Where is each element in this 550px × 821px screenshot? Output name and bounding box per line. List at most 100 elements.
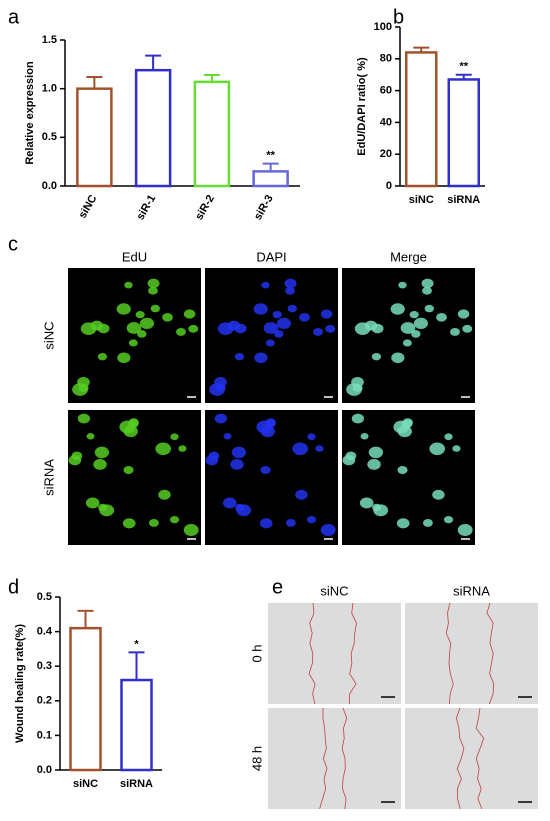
cell [253, 303, 268, 315]
cell [68, 455, 82, 466]
cell [93, 459, 107, 470]
cell [259, 518, 273, 529]
cell [285, 286, 295, 295]
cell [299, 312, 310, 322]
cell [135, 310, 145, 319]
cell [352, 383, 363, 392]
cell [169, 516, 180, 524]
cell [360, 433, 369, 440]
cell [97, 352, 108, 361]
y-tick-label: 1.5 [42, 34, 57, 46]
cell [183, 524, 199, 536]
x-tick-label: siR-2 [193, 193, 217, 222]
cell [359, 497, 374, 509]
cell [124, 281, 133, 289]
y-tick-label: 0.2 [37, 695, 52, 707]
x-tick-label: siRNA [447, 194, 480, 206]
cell [222, 497, 237, 509]
bar [447, 78, 480, 188]
cell [400, 322, 416, 334]
cell [260, 425, 275, 438]
y-axis-label: EdU/DAPI ratio( %) [356, 57, 368, 156]
cell [117, 352, 131, 364]
cell [150, 304, 160, 313]
y-tick-label: 1.0 [42, 83, 57, 95]
cell [409, 310, 419, 319]
cell [230, 459, 244, 470]
cell [351, 413, 365, 424]
cell [422, 519, 433, 527]
cell [307, 433, 316, 441]
cell [391, 352, 405, 364]
significance: ** [266, 150, 275, 162]
cell [78, 383, 89, 392]
cell [231, 446, 247, 459]
cell [122, 518, 136, 529]
cell [162, 312, 173, 322]
x-tick-label: siRNA [120, 778, 153, 790]
cell [86, 433, 95, 440]
micrograph [205, 268, 338, 403]
cell [364, 320, 378, 331]
cell [276, 317, 291, 330]
micrograph [268, 708, 401, 809]
column-header: siNC [320, 583, 348, 598]
cell [413, 317, 428, 330]
y-tick-label: 0 [386, 180, 392, 192]
cell [77, 413, 91, 424]
cell [139, 317, 154, 330]
cell [147, 278, 160, 289]
cell [236, 504, 252, 517]
cell [254, 352, 268, 364]
panel-letter: d [8, 576, 19, 598]
row-header: 48 h [249, 746, 264, 771]
cell [263, 322, 279, 334]
cell [126, 322, 142, 334]
y-tick-label: 100 [374, 21, 392, 33]
cell [397, 465, 408, 475]
cell [85, 497, 100, 509]
cell [315, 445, 324, 452]
cell [155, 442, 172, 456]
cell [368, 446, 384, 459]
cell [444, 433, 453, 441]
cell [390, 303, 405, 315]
x-tick-label: siNC [409, 194, 434, 206]
wound-edge [455, 707, 465, 810]
cell [234, 352, 245, 361]
cell [227, 320, 241, 331]
cell [223, 433, 232, 440]
y-tick-label: 0.5 [42, 131, 57, 143]
bar [193, 80, 231, 188]
cell [123, 425, 138, 438]
y-tick-label: 60 [380, 85, 392, 97]
cell [320, 524, 336, 536]
panel-letter: c [8, 233, 18, 255]
cell [295, 489, 308, 500]
panel-letter: b [393, 6, 404, 28]
cell [450, 327, 460, 336]
cell [148, 286, 158, 295]
cell [99, 504, 115, 517]
row-header: 0 h [249, 644, 264, 662]
wound-edge [475, 707, 485, 810]
cell [260, 465, 271, 475]
micrograph [405, 708, 538, 809]
wound-edge [349, 602, 357, 705]
cell [170, 433, 179, 441]
significance: * [134, 638, 139, 650]
cell [411, 330, 421, 338]
cell [261, 281, 270, 289]
panel-letter: e [272, 576, 283, 598]
cell [452, 445, 461, 452]
wound-edge [308, 602, 316, 705]
cell [116, 303, 131, 315]
cell [183, 309, 196, 319]
cell [284, 278, 297, 289]
x-tick-label: siR-3 [252, 193, 276, 222]
cell [398, 281, 407, 289]
wound-edge [445, 602, 454, 705]
cell [137, 330, 147, 338]
y-tick-label: 0.1 [37, 729, 52, 741]
bar [120, 678, 153, 772]
